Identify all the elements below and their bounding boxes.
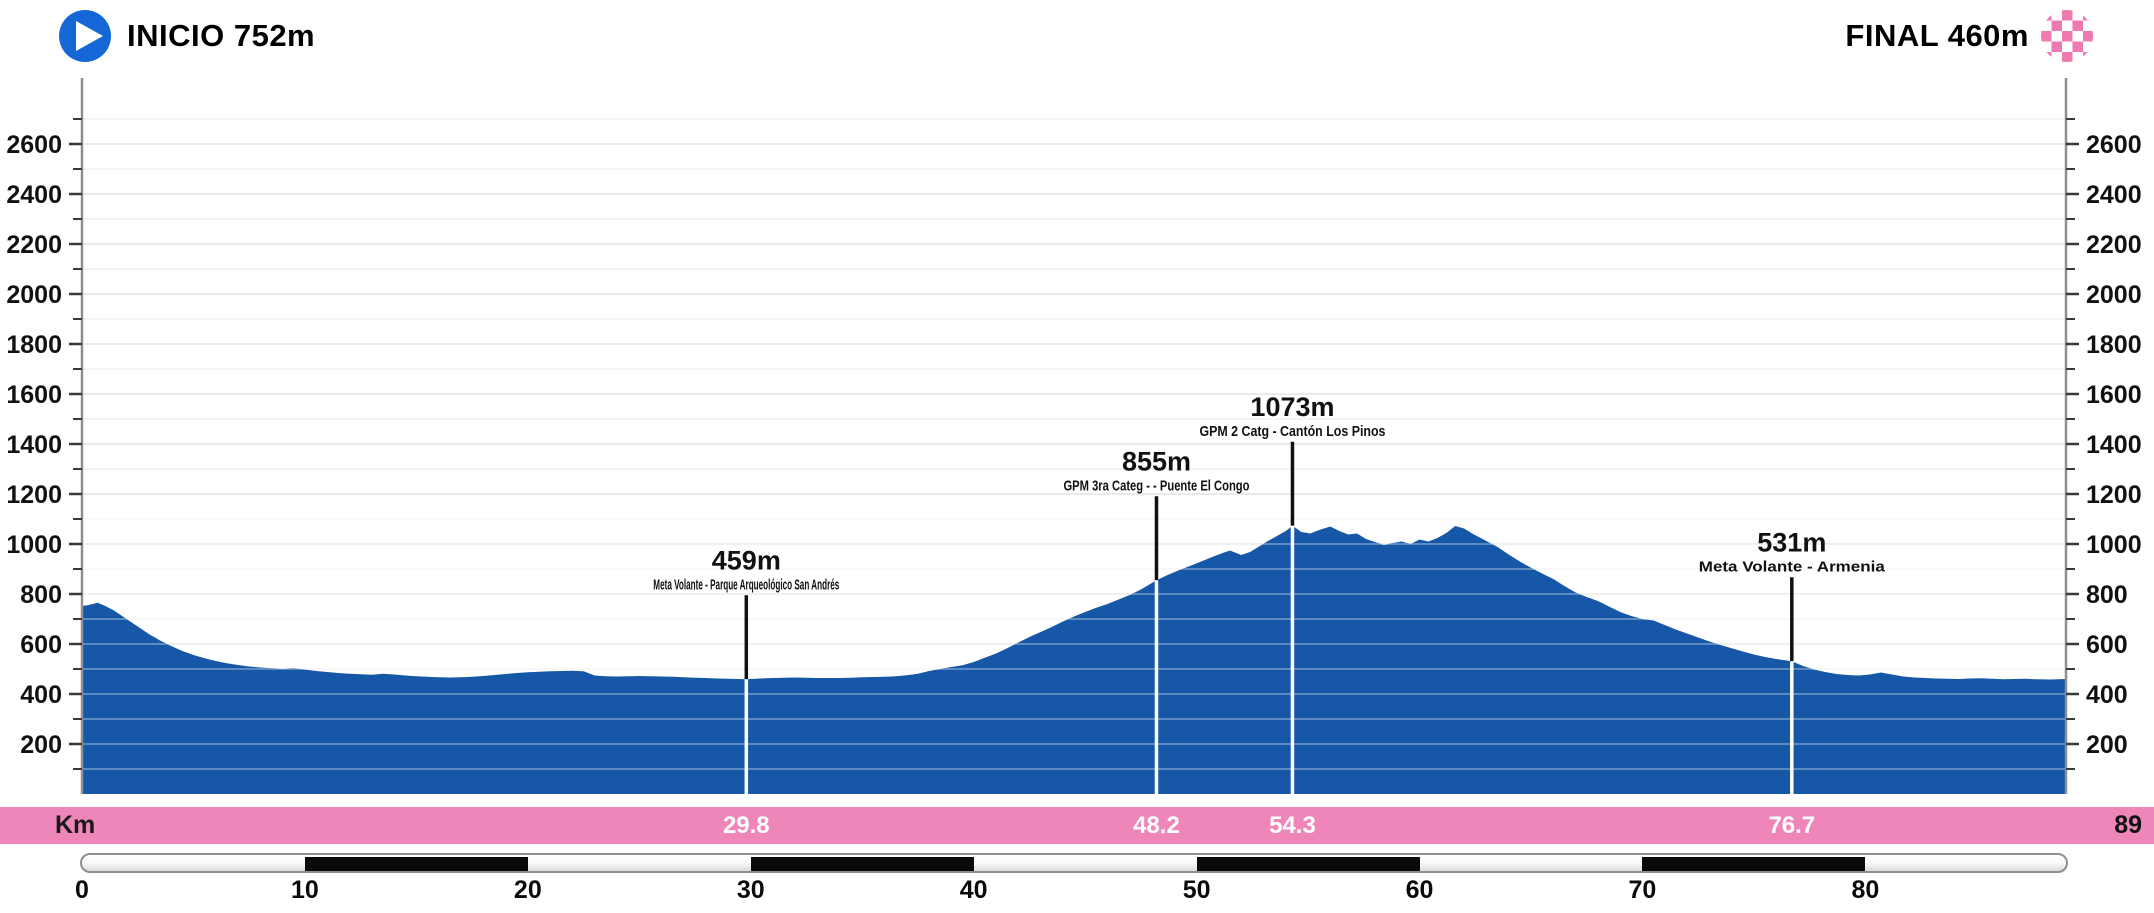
marker-name-label: Meta Volante - Armenia [1699,558,1886,575]
elevation-tick-label: 200 [20,731,62,759]
elevation-tick-label: 2200 [2086,231,2142,259]
marker-elevation-label: 531m [1757,527,1826,557]
elevation-tick-label: 800 [2086,581,2128,609]
grid-overlay-lines [82,518,2066,770]
marker-name-label: GPM 3ra Categ - - Puente El Congo [1063,477,1249,494]
elevation-tick-label: 1000 [6,531,62,559]
start-header: INICIO 752m [59,10,315,62]
elevation-tick-label: 2000 [2086,281,2142,309]
elevation-tick-label: 400 [2086,681,2128,709]
start-label: INICIO 752m [127,18,316,53]
distance-scale-labels: 0 10 20 30 40 50 60 70 80 [0,876,2154,906]
elevation-tick-label: 2600 [2086,131,2142,159]
distance-label: 20 [513,876,542,904]
finish-label: FINAL 460m [1845,18,2029,53]
distance-label: 60 [1405,876,1434,904]
elevation-tick-label: 2400 [2086,181,2142,209]
km-bar-title: Km [55,811,96,839]
marker-elevation-label: 1073m [1250,392,1334,422]
elevation-tick-label: 1600 [6,381,62,409]
scale-black-segment [750,857,974,871]
start-play-icon [59,10,111,62]
distance-label: 10 [291,876,319,904]
elevation-tick-label: 1600 [2086,381,2142,409]
elevation-tick-label: 2000 [6,281,62,309]
finish-header: FINAL 460m [1845,10,2093,62]
elevation-tick-label: 2200 [6,231,62,259]
marker-elevation-label: 855m [1122,446,1191,476]
elevation-tick-label: 600 [20,631,62,659]
distance-label: 70 [1628,876,1657,904]
distance-label: 30 [736,876,765,904]
finish-checkered-flag-icon [2041,10,2093,62]
elevation-tick-label: 800 [20,581,62,609]
distance-label: 40 [959,876,988,904]
marker-elevation-label: 459m [712,545,781,575]
elevation-tick-label: 1800 [6,331,62,359]
distance-label: 50 [1182,876,1211,904]
elevation-tick-label: 200 [2086,731,2128,759]
elevation-tick-label: 1400 [6,431,62,459]
left-elevation-axis: 200 400 600 800 1000 1200 1400 1600 1800 2000 2200… [6,78,84,794]
elevation-tick-label: 2600 [6,131,62,159]
distance-label: 80 [1851,876,1880,904]
elevation-tick-label: 1800 [2086,331,2142,359]
scale-black-segment [1196,857,1420,871]
elevation-tick-label: 1200 [2086,481,2142,509]
km-tick-label: 54.3 [1269,812,1316,839]
distance-label: 0 [75,876,89,904]
elevation-tick-label: 400 [20,681,62,709]
km-tick-label: 48.2 [1133,812,1180,839]
scale-black-segment [304,857,528,871]
km-tick-label: 29.8 [722,812,770,839]
km-bar: Km 89 29.8 48.2 54.3 76.7 [0,807,2154,844]
right-elevation-axis: 200 400 600 800 1000 1200 1400 1600 1800 2000 2200… [2064,78,2142,794]
scale-black-segment [1642,857,1866,871]
elevation-tick-label: 1000 [2086,531,2142,559]
elevation-tick-label: 600 [2086,631,2128,659]
marker-name-label: GPM 2 Catg - Cantón Los Pinos [1199,423,1385,440]
km-end-label: 89 [2114,811,2142,839]
elevation-tick-label: 1200 [6,481,62,509]
elevation-tick-label: 1400 [2086,431,2142,459]
km-tick-label: 76.7 [1768,812,1816,839]
elevation-tick-label: 2400 [6,181,62,209]
marker-name-label: Meta Volante - Parque Arqueológico San A… [653,576,839,593]
distance-scale-bar [80,853,2068,873]
elevation-profile-area [82,525,2066,794]
